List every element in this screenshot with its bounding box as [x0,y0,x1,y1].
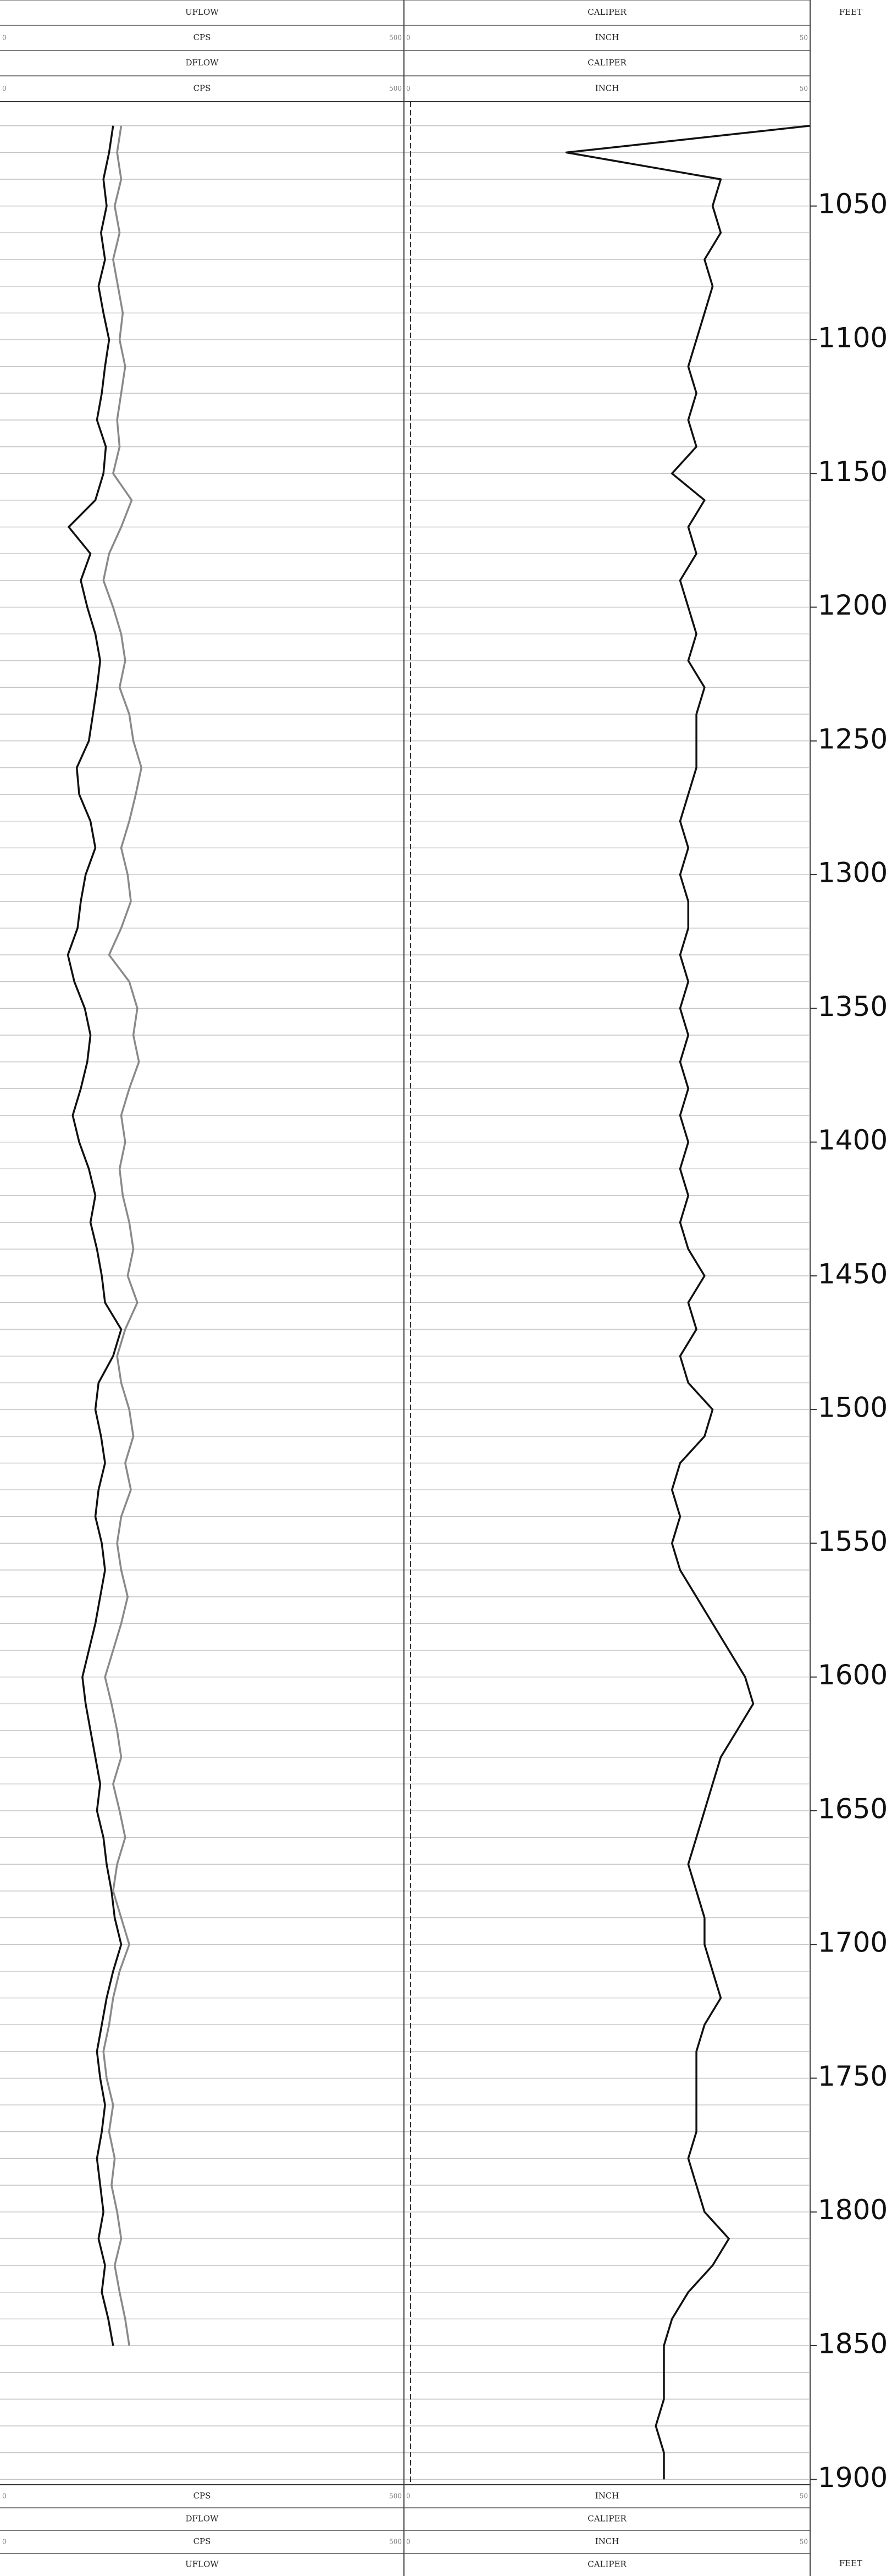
depth-label: 1700 [818,1927,888,1959]
depth-label: 1250 [818,723,888,755]
scale-max: 50 [800,2538,808,2546]
header-label: CPS [193,2536,211,2546]
header-label: CPS [193,32,211,42]
header-label: CALIPER [588,7,627,17]
header-label: INCH [595,2491,619,2501]
scale-min: 0 [2,85,7,92]
scale-min: 0 [406,34,411,42]
scale-max: 500 [389,34,402,42]
depth-unit: FEET [839,2558,862,2568]
scale-max: 50 [800,2492,808,2500]
depth-label: 1200 [818,589,888,621]
depth-label: 1550 [818,1525,888,1557]
depth-label: 1750 [818,2060,888,2092]
scale-max: 50 [800,85,808,92]
depth-label: 1400 [818,1124,888,1156]
header-label: DFLOW [185,2514,219,2524]
header-label: CALIPER [588,2560,627,2569]
scale-max: 500 [389,2492,402,2500]
scale-min: 0 [2,2538,7,2546]
scale-min: 0 [406,2538,411,2546]
header-label: CALIPER [588,58,627,68]
scale-min: 0 [406,2492,411,2500]
header-label: INCH [595,84,619,93]
depth-label: 1350 [818,991,888,1022]
log-curve [565,125,811,2480]
depth-label: 1050 [818,188,888,220]
depth-label: 1300 [818,857,888,889]
log-curve [102,125,143,2346]
header-label: CALIPER [588,2514,627,2524]
header-label: INCH [595,32,619,42]
depth-label: 1500 [818,1392,888,1424]
log-curve [67,125,123,2346]
depth-label: 1600 [818,1659,888,1691]
header-label: UFLOW [185,7,219,17]
depth-label: 1650 [818,1793,888,1825]
depth-label: 1100 [818,322,888,354]
header-label: CPS [193,84,211,93]
header-label: CPS [193,2491,211,2501]
header-label: INCH [595,2536,619,2546]
scale-min: 0 [406,85,411,92]
depth-label: 1850 [818,2328,888,2360]
scale-min: 0 [2,2492,7,2500]
depth-label: 1800 [818,2194,888,2226]
depth-label: 1450 [818,1258,888,1290]
scale-max: 500 [389,2538,402,2546]
depth-unit: FEET [839,7,862,17]
depth-label: 1150 [818,456,888,488]
header-label: DFLOW [185,58,219,68]
header-label: UFLOW [185,2560,219,2569]
scale-max: 500 [389,85,402,92]
scale-min: 0 [2,34,7,42]
scale-max: 50 [800,34,808,42]
depth-label: 1900 [818,2462,888,2494]
